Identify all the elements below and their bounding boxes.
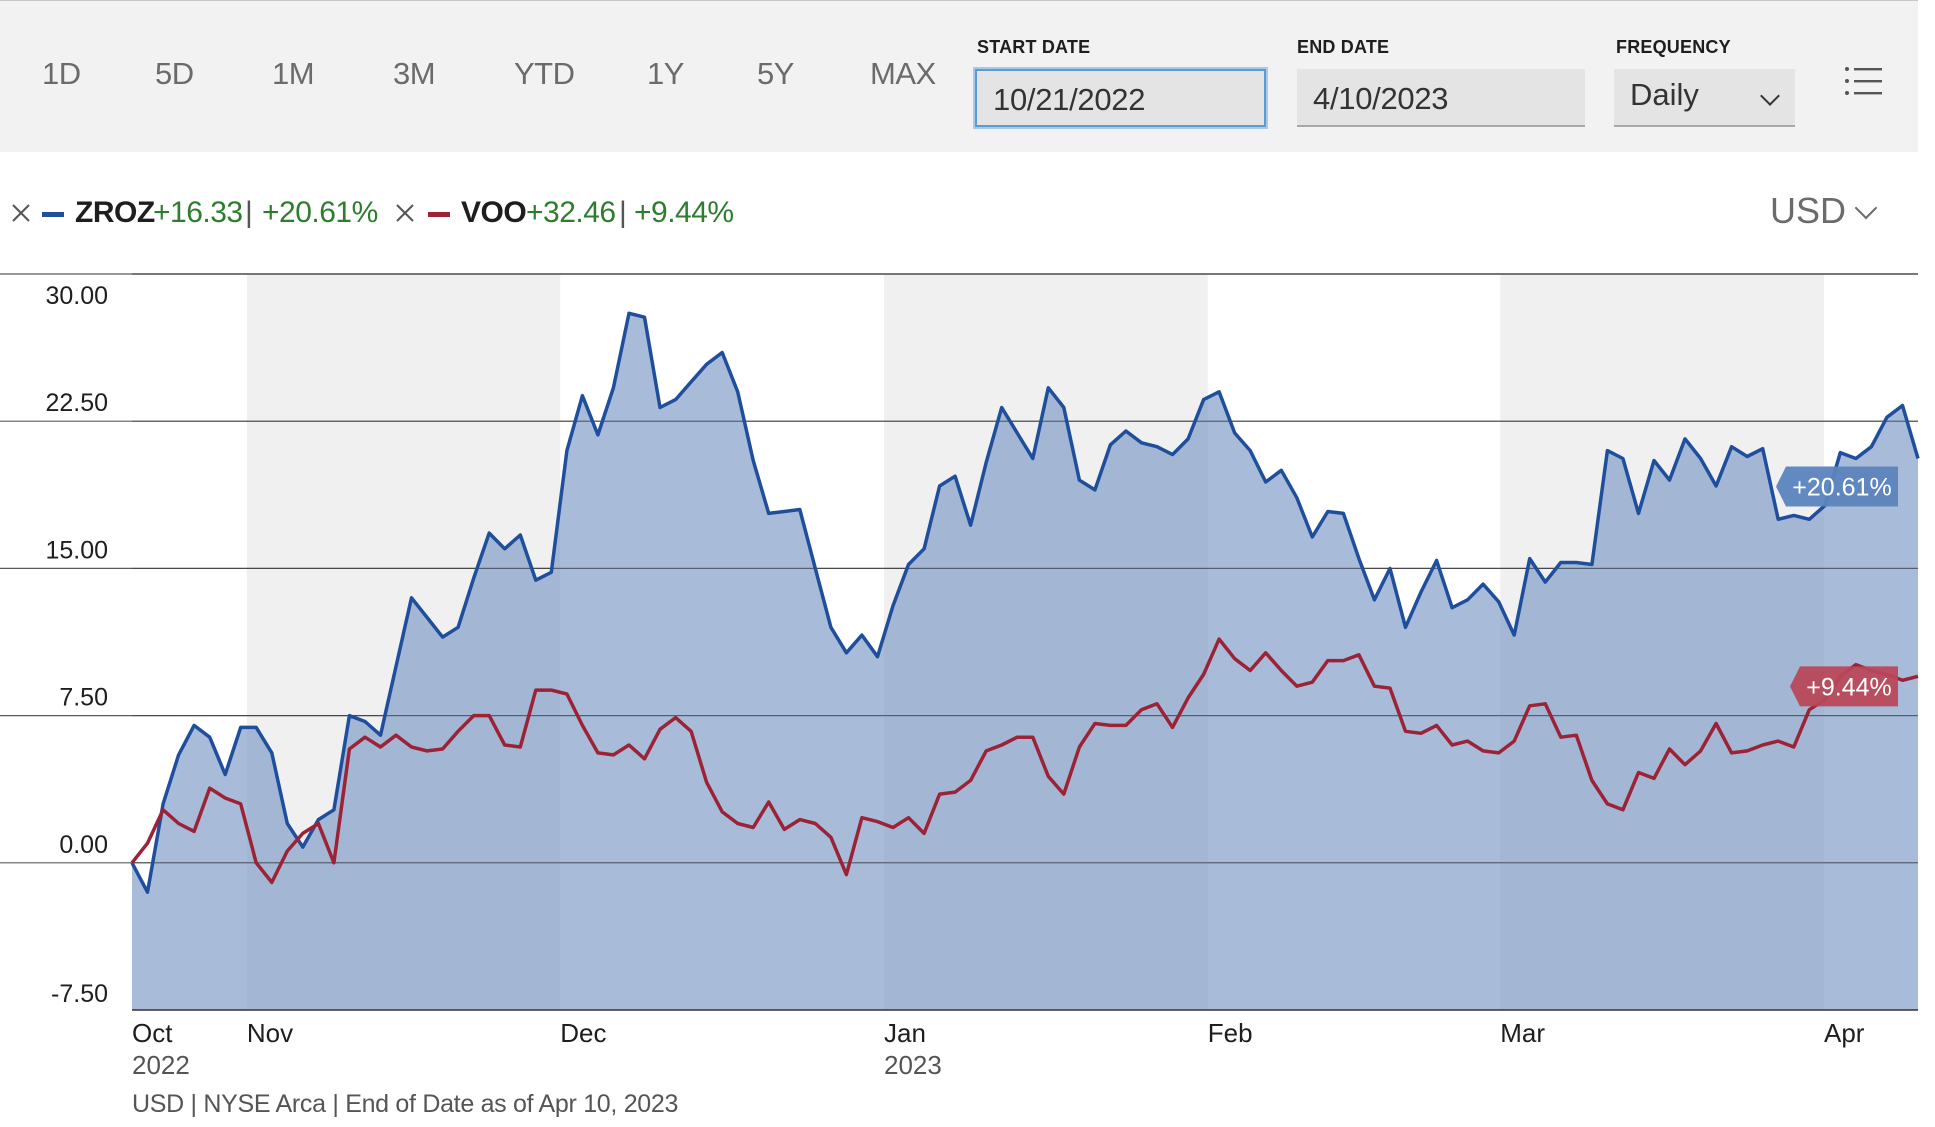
voo-end-label-text: +9.44% xyxy=(1806,673,1892,701)
y-tick-label-3: 7.50 xyxy=(59,684,108,712)
close-icon[interactable] xyxy=(394,202,416,224)
y-tick-label-1: 22.50 xyxy=(45,389,108,417)
y-tick-label-5: -7.50 xyxy=(51,980,108,1008)
currency-select[interactable]: USD xyxy=(1770,190,1847,231)
legend-swatch-voo xyxy=(428,212,450,217)
range-5y-button[interactable]: 5Y xyxy=(757,56,794,91)
range-ytd-button[interactable]: YTD xyxy=(514,56,575,91)
zroz-line xyxy=(130,311,1920,894)
legend-percent-zroz: +20.61% xyxy=(262,196,378,229)
frequency-value: Daily xyxy=(1630,77,1699,112)
end-date-input[interactable] xyxy=(1297,69,1585,127)
x-tick-year-label-3: 2023 xyxy=(884,1050,942,1080)
start-date-label: START DATE xyxy=(977,37,1091,57)
range-toolbar: 1D 5D 1M 3M YTD 1Y 5Y MAX START DATE END… xyxy=(0,0,1918,152)
frequency-label: FREQUENCY xyxy=(1616,37,1731,57)
x-tick-label-4: Feb xyxy=(1208,1018,1253,1048)
range-3m-button[interactable]: 3M xyxy=(393,56,436,91)
legend-change-zroz: +16.33 xyxy=(153,196,243,229)
range-1m-button[interactable]: 1M xyxy=(272,56,315,91)
x-tick-label-6: Apr xyxy=(1824,1018,1865,1048)
legend-separator: | xyxy=(245,196,253,229)
zroz-end-label-text: +20.61% xyxy=(1792,473,1891,501)
y-tick-label-0: 30.00 xyxy=(45,282,108,310)
zroz-end-label-bg xyxy=(1776,466,1898,507)
x-tick-label-3: Jan xyxy=(884,1018,926,1048)
legend-percent-voo: +9.44% xyxy=(634,196,734,229)
voo-end-label-bg xyxy=(1790,666,1898,707)
hamburger-list-icon[interactable] xyxy=(1844,65,1884,97)
x-tick-label-1: Nov xyxy=(247,1018,293,1048)
legend-ticker-zroz: ZROZ xyxy=(75,196,155,229)
start-date-input[interactable] xyxy=(975,69,1266,127)
zroz-end-label: +20.61% xyxy=(1776,466,1898,507)
range-5d-button[interactable]: 5D xyxy=(155,56,194,91)
voo-end-label: +9.44% xyxy=(1790,666,1898,707)
range-1d-button[interactable]: 1D xyxy=(42,56,81,91)
chart-footnote: USD | NYSE Arca | End of Date as of Apr … xyxy=(132,1090,679,1118)
range-max-button[interactable]: MAX xyxy=(870,56,936,91)
y-tick-label-2: 15.00 xyxy=(45,536,108,564)
x-tick-year-label-0: 2022 xyxy=(132,1050,190,1080)
frequency-select[interactable]: Daily xyxy=(1614,69,1795,127)
legend-change-voo: +32.46 xyxy=(526,196,616,229)
zroz-area xyxy=(132,313,1918,1010)
end-date-label: END DATE xyxy=(1297,37,1390,57)
x-tick-label-2: Dec xyxy=(560,1018,606,1048)
legend-swatch-zroz xyxy=(42,212,64,217)
y-tick-label-4: 0.00 xyxy=(59,831,108,859)
close-icon[interactable] xyxy=(10,202,32,224)
x-tick-label-5: Mar xyxy=(1500,1018,1545,1048)
range-1y-button[interactable]: 1Y xyxy=(647,56,684,91)
legend-ticker-voo: VOO xyxy=(461,196,527,229)
x-tick-label-0: Oct xyxy=(132,1018,173,1048)
legend-separator: | xyxy=(619,196,627,229)
voo-line xyxy=(130,637,1919,885)
